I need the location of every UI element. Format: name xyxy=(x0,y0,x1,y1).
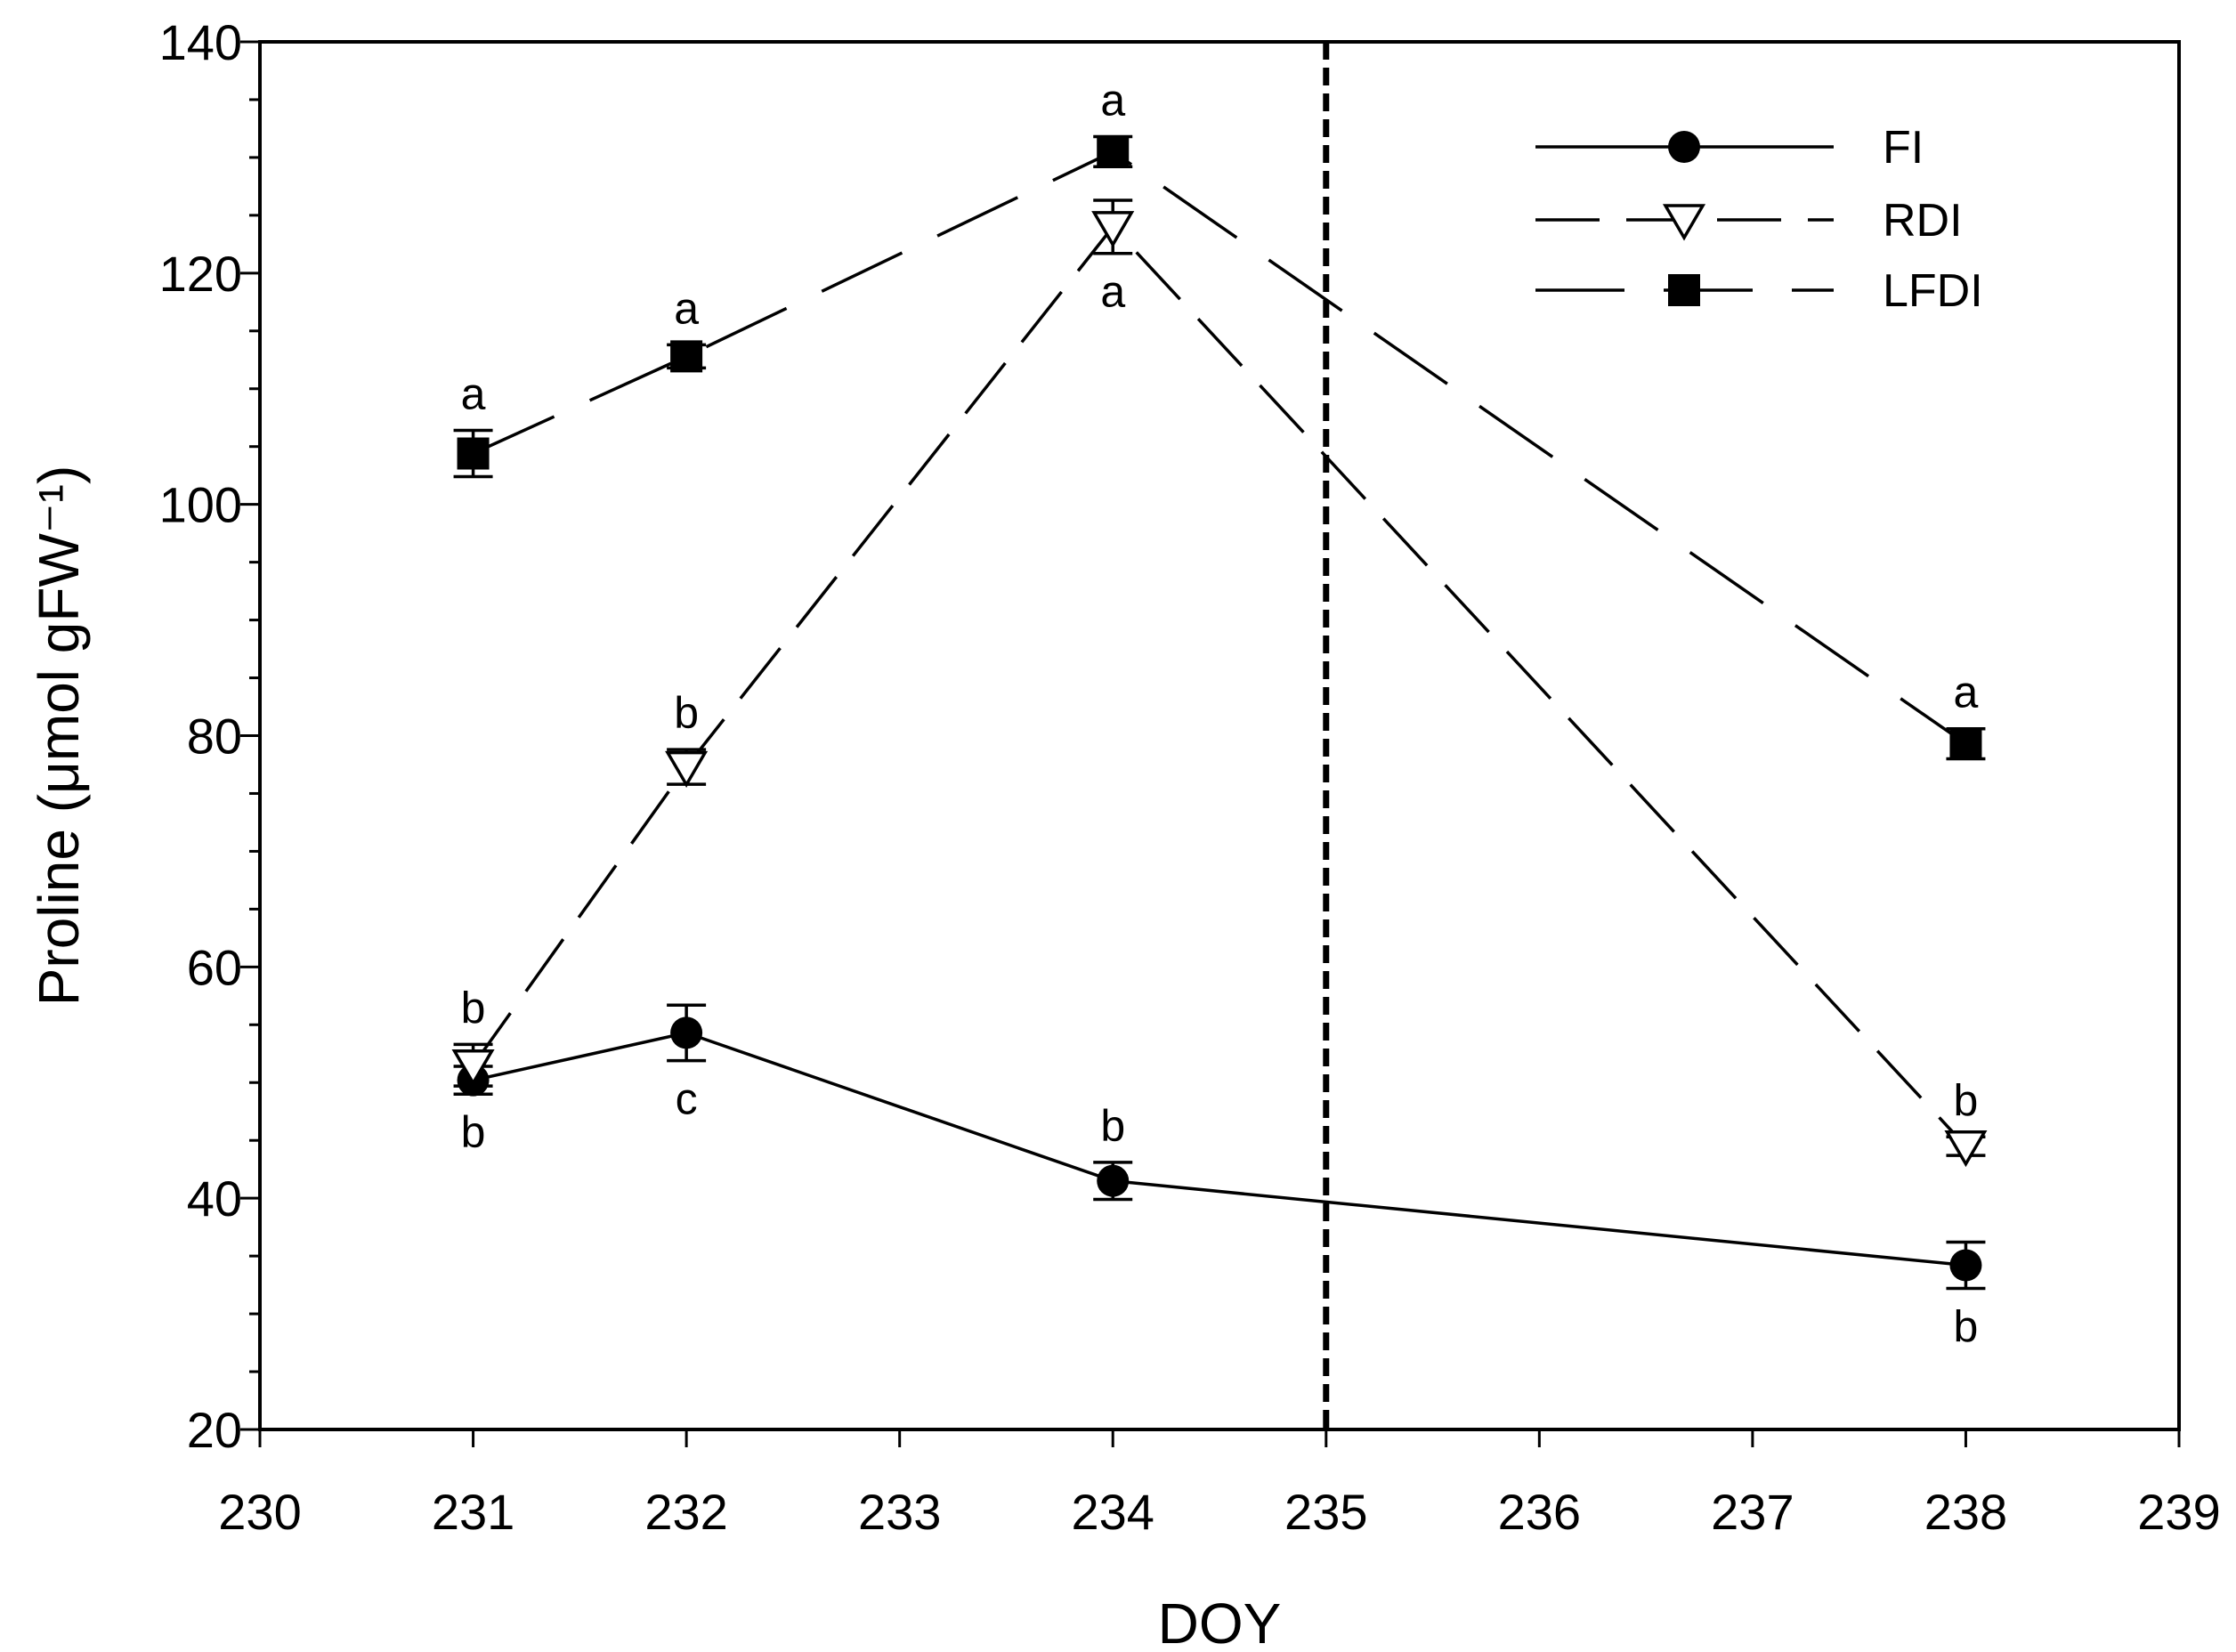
x-tick-label: 231 xyxy=(432,1484,514,1540)
y-tick-label: 140 xyxy=(159,14,242,70)
significance-letter: a xyxy=(674,283,699,333)
significance-letter: a xyxy=(1100,267,1125,317)
marker-circle xyxy=(670,1016,703,1049)
y-tick-label: 60 xyxy=(187,939,242,995)
x-tick-label: 232 xyxy=(644,1484,727,1540)
legend: FI RDI LFDI xyxy=(1535,122,1983,317)
significance-letter: b xyxy=(461,983,486,1032)
y-tick-label: 20 xyxy=(187,1402,242,1458)
x-tick-label: 233 xyxy=(858,1484,941,1540)
y-axis: 20 40 60 80 100 120 140 xyxy=(159,14,260,1458)
significance-letter: a xyxy=(461,369,486,419)
x-tick-label: 239 xyxy=(2137,1484,2220,1540)
marker-square xyxy=(670,340,703,373)
x-axis: 230 231 232 233 234 235 236 237 238 239 xyxy=(218,1429,2221,1540)
legend-entry-fi: FI xyxy=(1535,122,1924,174)
y-tick-label: 80 xyxy=(187,709,242,765)
series-line-fi xyxy=(473,1031,1966,1267)
significance-letter: b xyxy=(461,1107,486,1157)
legend-entry-lfdi: LFDI xyxy=(1535,265,1983,317)
y-tick-label: 120 xyxy=(159,246,242,302)
series-line-lfdi xyxy=(472,150,1967,746)
y-tick-label: 40 xyxy=(187,1170,242,1227)
series-line-rdi xyxy=(472,224,1967,1147)
y-axis-title: Proline (μmol gFW⁻¹) xyxy=(27,466,91,1007)
significance-letter: c xyxy=(676,1074,698,1124)
legend-label: FI xyxy=(1883,122,1924,174)
series-layer xyxy=(451,134,1988,1291)
marker-square xyxy=(1949,727,1982,760)
marker-square xyxy=(1097,135,1130,168)
marker-square xyxy=(457,437,490,470)
marker-triangle-down xyxy=(1091,211,1135,248)
series-lfdi xyxy=(453,134,1986,761)
x-axis-title: DOY xyxy=(1158,1591,1282,1652)
significance-letters: b c b b b b a b a a a a xyxy=(461,76,1979,1352)
plot-area-frame xyxy=(258,40,2181,1431)
x-tick-label: 235 xyxy=(1284,1484,1367,1540)
significance-letter: b xyxy=(674,688,699,738)
legend-entry-rdi: RDI xyxy=(1535,195,1963,247)
series-fi xyxy=(453,1003,1986,1291)
marker-circle xyxy=(1949,1249,1982,1282)
marker-triangle-down xyxy=(665,750,709,789)
marker-circle xyxy=(1097,1164,1130,1197)
y-tick-label: 100 xyxy=(159,477,242,533)
legend-label: RDI xyxy=(1883,195,1963,247)
marker-triangle-down xyxy=(451,1049,495,1087)
marker-circle xyxy=(1668,131,1700,163)
x-tick-label: 237 xyxy=(1711,1484,1794,1540)
marker-square xyxy=(1668,274,1700,306)
marker-triangle-down xyxy=(1944,1130,1988,1168)
x-tick-label: 234 xyxy=(1072,1484,1154,1540)
significance-letter: a xyxy=(1100,76,1125,126)
x-tick-label: 238 xyxy=(1924,1484,2007,1540)
significance-letter: b xyxy=(1954,1075,1979,1125)
legend-label: LFDI xyxy=(1883,265,1983,317)
significance-letter: b xyxy=(1954,1302,1979,1352)
significance-letter: a xyxy=(1954,668,1979,717)
x-tick-label: 230 xyxy=(218,1484,301,1540)
x-tick-label: 236 xyxy=(1498,1484,1581,1540)
series-rdi xyxy=(451,198,1988,1168)
significance-letter: b xyxy=(1100,1101,1125,1151)
marker-triangle-down xyxy=(1662,204,1706,241)
